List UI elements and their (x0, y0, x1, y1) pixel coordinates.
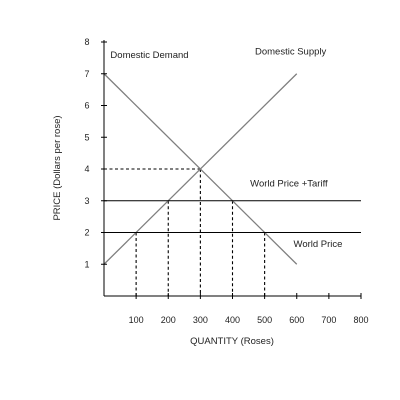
x-tick-label-800: 800 (353, 315, 368, 325)
x-tick-label-400: 400 (225, 315, 240, 325)
label-domestic-demand: Domestic Demand (110, 50, 188, 61)
labels-layer: 1 2 3 4 5 6 7 8 100 200 300 400 500 600 700 800 Domestic… (84, 37, 368, 325)
y-tick-label-4: 4 (84, 164, 89, 174)
x-tick-label-500: 500 (257, 315, 272, 325)
x-tick-label-100: 100 (129, 315, 144, 325)
label-world-price-tariff: World Price +Tariff (250, 178, 328, 189)
y-tick-label-6: 6 (84, 101, 89, 111)
y-axis-title: PRICE (Dollars per rose) (52, 115, 63, 220)
label-world-price: World Price (294, 239, 343, 250)
y-tick-label-2: 2 (84, 228, 89, 238)
x-axis-title: QUANTITY (Roses) (190, 336, 274, 347)
label-domestic-supply: Domestic Supply (255, 47, 327, 58)
y-tick-label-8: 8 (84, 37, 89, 47)
axes-layer (101, 40, 362, 299)
y-tick-label-5: 5 (84, 132, 89, 142)
y-tick-label-7: 7 (84, 69, 89, 79)
y-tick-label-1: 1 (84, 259, 89, 269)
x-tick-label-700: 700 (321, 315, 336, 325)
x-tick-label-300: 300 (193, 315, 208, 325)
y-tick-label-3: 3 (84, 196, 89, 206)
series-layer (103, 73, 361, 265)
x-tick-label-600: 600 (289, 315, 304, 325)
x-tick-label-200: 200 (161, 315, 176, 325)
